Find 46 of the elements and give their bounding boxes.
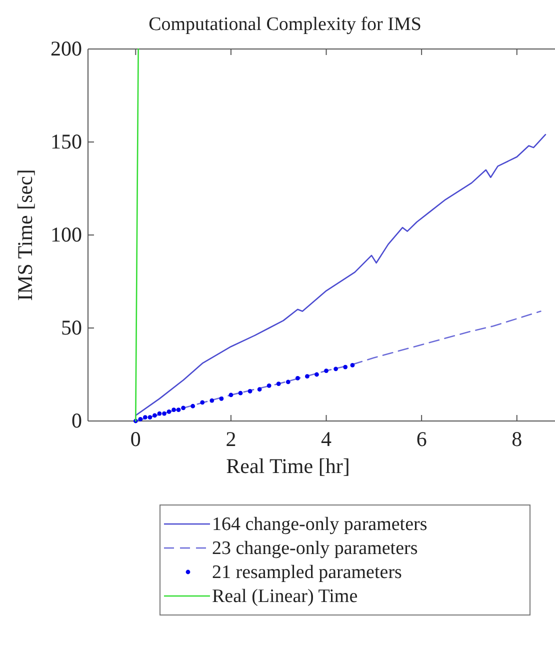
legend-label: Real (Linear) Time [212, 586, 358, 607]
point [142, 415, 148, 420]
point [176, 408, 181, 412]
legend-label: 21 resampled parameters [212, 562, 402, 583]
y-tick-label: 100 [50, 222, 82, 247]
y-tick-label: 150 [50, 130, 82, 154]
point [324, 368, 328, 373]
x-axis-title: Real Time [hr] [226, 454, 350, 478]
point [257, 387, 262, 392]
point [172, 408, 176, 412]
point [152, 413, 157, 418]
point [248, 389, 252, 394]
point [157, 411, 162, 416]
point [181, 406, 186, 410]
y-axis-title: IMS Time [sec] [13, 169, 37, 301]
point [210, 398, 214, 403]
point [190, 404, 196, 408]
point [286, 380, 290, 384]
legend-label: 164 change-only parameters [212, 514, 428, 535]
y-tick-label: 200 [50, 36, 82, 61]
point [343, 364, 348, 370]
point [138, 416, 143, 422]
point [295, 376, 300, 380]
point [314, 372, 319, 377]
point [219, 396, 224, 401]
point [228, 392, 234, 398]
x-tick-label: 8 [512, 426, 522, 451]
point [148, 415, 152, 420]
point [276, 382, 281, 386]
y-tick-label: 0 [72, 408, 82, 433]
x-tick-label: 2 [226, 426, 236, 451]
point [238, 390, 243, 396]
x-tick-label: 6 [416, 426, 427, 451]
point [350, 363, 355, 368]
point [200, 400, 205, 405]
point [266, 383, 272, 388]
point [162, 411, 166, 416]
legend-label: 23 change-only parameters [212, 538, 418, 559]
x-tick-label: 4 [321, 426, 332, 451]
chart-title: Computational Complexity for IMS [148, 14, 422, 35]
point [166, 410, 172, 414]
point [305, 374, 310, 379]
y-tick-label: 50 [61, 316, 82, 340]
point [334, 366, 338, 372]
line-series [135, 134, 546, 416]
x-tick-label: 0 [130, 426, 141, 451]
